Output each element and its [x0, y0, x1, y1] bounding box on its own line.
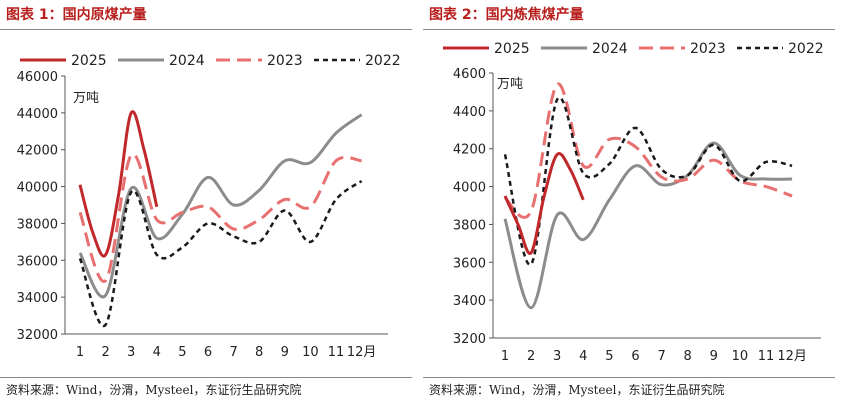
- y-tick-label: 3400: [453, 294, 486, 309]
- x-tick-label: 9: [281, 345, 289, 360]
- y-tick-label: 4200: [453, 143, 486, 158]
- source-divider: [0, 377, 412, 378]
- y-tick-label: 36000: [17, 254, 58, 269]
- source-divider: [423, 377, 835, 378]
- y-tick-label: 3800: [453, 218, 486, 233]
- series-line-2025: [503, 151, 585, 255]
- title-divider: [423, 29, 835, 30]
- legend-label-2022: 2022: [788, 41, 824, 57]
- x-tick-label: 7: [657, 349, 665, 364]
- chart-panel-coking-coal-output: 图表 2：国内炼焦煤产量 3200 3400 3600 3800 4000 4200 440…: [423, 0, 841, 410]
- y-tick-label: 34000: [17, 291, 58, 306]
- series-line-2023: [503, 82, 793, 219]
- x-tick-label: 8: [684, 349, 692, 364]
- coking-coal-line-chart: 3200 3400 3600 3800 4000 4200 4400 4600 1 2 3 4 5 6 7 8…: [443, 41, 824, 364]
- x-tick-label: 4: [579, 349, 587, 364]
- raw-coal-line-chart: 32000 34000 36000 38000 40000 42000 44000 46000…: [17, 53, 401, 360]
- x-tick-label: 5: [605, 349, 613, 364]
- x-tick-label: 4: [153, 345, 161, 360]
- legend-label-2023: 2023: [690, 41, 726, 57]
- x-tick-label: 11: [758, 349, 775, 364]
- title-divider: [0, 29, 412, 30]
- y-tick-label: 46000: [17, 70, 58, 85]
- x-tick-label: 1: [501, 349, 509, 364]
- legend-label-2025: 2025: [494, 41, 530, 57]
- y-tick-label: 4400: [453, 105, 486, 120]
- series-line-2023: [78, 152, 362, 283]
- y-tick-label: 40000: [17, 181, 58, 196]
- x-tick-label: 6: [204, 345, 212, 360]
- x-tick-label: 2: [527, 349, 535, 364]
- series-line-2022: [78, 179, 363, 328]
- x-tick-label: 5: [178, 345, 186, 360]
- y-tick-label: 42000: [17, 144, 58, 159]
- chart-title: 图表 2：国内炼焦煤产量: [429, 7, 584, 23]
- x-tick-label: 6: [631, 349, 639, 364]
- y-tick-label: 3200: [453, 332, 486, 347]
- source-note: 资料来源：Wind，汾渭，Mysteel，东证衍生品研究院: [6, 383, 302, 397]
- x-tick-label: 10: [302, 345, 319, 360]
- x-tick-label: 12月: [777, 349, 807, 364]
- unit-label: 万吨: [73, 91, 99, 106]
- y-tick-label: 3600: [453, 256, 486, 271]
- x-tick-label: 9: [710, 349, 718, 364]
- x-tick-label: 7: [229, 345, 237, 360]
- y-tick-label: 4600: [453, 67, 486, 82]
- legend-label-2023: 2023: [267, 53, 303, 69]
- unit-label: 万吨: [497, 77, 523, 92]
- x-tick-label: 2: [101, 345, 109, 360]
- x-tick-label: 12月: [347, 345, 377, 360]
- legend-label-2022: 2022: [365, 53, 401, 69]
- y-tick-label: 32000: [17, 328, 58, 343]
- chart-title: 图表 1：国内原煤产量: [6, 7, 147, 23]
- chart-panel-coal-output: 图表 1：国内原煤产量 32000 34000 36000 38000 40000 420…: [0, 0, 418, 410]
- x-tick-label: 8: [255, 345, 263, 360]
- x-tick-label: 1: [76, 345, 84, 360]
- source-note: 资料来源：Wind，汾渭，Mysteel，东证衍生品研究院: [429, 383, 725, 397]
- legend-label-2024: 2024: [169, 53, 205, 69]
- y-tick-label: 38000: [17, 217, 58, 232]
- y-tick-label: 44000: [17, 107, 58, 122]
- series-line-2024: [503, 141, 793, 310]
- x-tick-label: 11: [328, 345, 345, 360]
- series-line-2025: [78, 110, 159, 258]
- x-tick-label: 10: [732, 349, 749, 364]
- legend-label-2025: 2025: [71, 53, 107, 69]
- series-line-2024: [78, 113, 363, 299]
- x-tick-label: 3: [127, 345, 135, 360]
- y-tick-label: 4000: [453, 181, 486, 196]
- legend-label-2024: 2024: [592, 41, 628, 57]
- x-tick-label: 3: [553, 349, 561, 364]
